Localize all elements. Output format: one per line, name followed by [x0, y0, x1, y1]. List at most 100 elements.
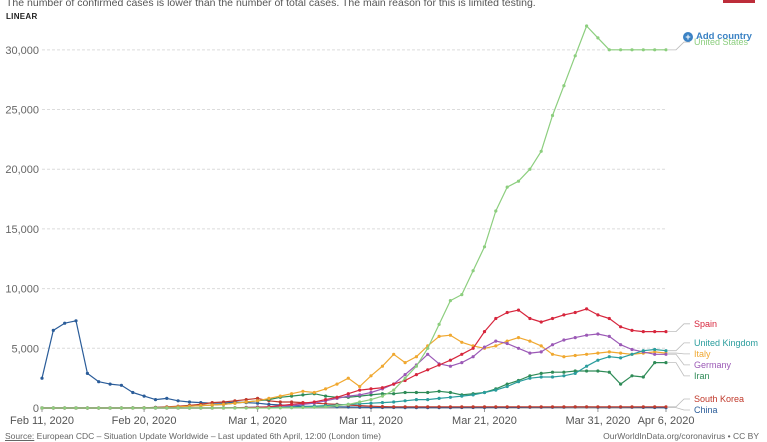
data-point [562, 355, 566, 359]
label-leader [668, 342, 690, 352]
label-leader [668, 407, 690, 411]
data-point [85, 371, 89, 375]
data-point [414, 390, 418, 395]
series-label[interactable]: Spain [694, 319, 717, 329]
data-point [108, 406, 112, 410]
data-point [63, 406, 67, 410]
data-point [528, 167, 532, 171]
data-point [494, 316, 498, 321]
data-point [505, 382, 509, 386]
data-point [596, 36, 600, 40]
data-point [494, 344, 498, 348]
data-point [369, 401, 373, 405]
source-text: European CDC – Situation Update Worldwid… [34, 431, 381, 441]
data-point [187, 400, 192, 404]
data-point [471, 346, 475, 350]
x-axis: Feb 11, 2020 Feb 20, 2020 Mar 1, 2020 Mar 1… [10, 408, 694, 427]
data-point [290, 392, 294, 396]
data-point [460, 394, 464, 398]
series-label[interactable]: South Korea [694, 394, 744, 404]
data-point [562, 370, 566, 374]
scale-toggle-button[interactable]: LINEAR [6, 12, 38, 21]
data-point [641, 405, 645, 409]
series-labels: United States Spain United KingdomItalyGer… [668, 37, 758, 415]
data-point [392, 388, 396, 392]
data-point [630, 374, 634, 378]
data-point [380, 392, 384, 396]
x-tick-label: Mar 1, 2020 [228, 415, 287, 427]
data-point [290, 394, 294, 398]
data-point [74, 319, 78, 323]
data-point [426, 390, 430, 395]
source-prefix[interactable]: Source: [5, 431, 35, 441]
data-point [494, 405, 498, 409]
data-point [358, 384, 362, 389]
data-point [335, 395, 339, 399]
x-tick-label: Apr 6, 2020 [638, 415, 695, 427]
data-point [653, 330, 657, 334]
data-point [516, 405, 521, 409]
data-point [256, 396, 260, 400]
data-point [142, 406, 146, 410]
label-leader [668, 398, 690, 408]
data-point [176, 399, 180, 403]
data-point [369, 374, 373, 378]
data-point [346, 402, 350, 406]
x-tick-label: Feb 11, 2020 [10, 415, 74, 427]
data-point [494, 388, 498, 392]
data-point [97, 406, 101, 410]
series-label[interactable]: Germany [694, 360, 732, 370]
add-country-button[interactable]: + Add country [683, 31, 752, 42]
source-note: Source: European CDC – Situation Update … [5, 431, 381, 441]
data-point [471, 393, 475, 397]
data-point [460, 405, 464, 409]
data-point [460, 293, 464, 297]
data-point [664, 48, 668, 52]
data-point [573, 405, 577, 409]
data-point [562, 374, 566, 378]
data-point [471, 355, 475, 359]
data-point [346, 376, 350, 380]
data-point [641, 330, 645, 334]
data-point [573, 371, 577, 375]
y-tick-label: 30,000 [5, 45, 39, 57]
data-point [346, 392, 350, 396]
series-label[interactable]: United States [694, 37, 749, 47]
data-point [267, 396, 271, 400]
label-leader [668, 323, 690, 332]
series-label[interactable]: United Kingdom [694, 338, 758, 348]
data-point [664, 352, 668, 356]
data-point [301, 389, 305, 393]
data-point [664, 405, 668, 409]
data-point [210, 406, 214, 410]
data-point [619, 351, 623, 355]
data-point [482, 390, 487, 395]
series-label[interactable]: Iran [694, 371, 710, 381]
data-point [85, 406, 89, 410]
data-point [346, 394, 350, 398]
x-tick-label: Mar 21, 2020 [452, 415, 517, 427]
footer-url[interactable]: OurWorldInData.org/coronavirus • CC BY [603, 431, 759, 441]
data-point [392, 405, 396, 409]
data-point [494, 209, 498, 213]
label-leader [668, 353, 690, 366]
data-point [74, 406, 78, 410]
data-point [358, 400, 362, 404]
data-point [607, 370, 611, 374]
data-point [414, 373, 418, 377]
y-tick-label: 0 [33, 403, 39, 415]
data-point [380, 394, 384, 398]
plus-circle-icon: + [683, 31, 693, 42]
data-point [505, 405, 509, 409]
data-point [324, 405, 328, 409]
data-point [165, 396, 169, 400]
data-point [278, 406, 282, 410]
data-point [176, 406, 180, 410]
data-point [550, 316, 555, 321]
data-point [119, 406, 123, 410]
data-point [335, 404, 339, 408]
series-label[interactable]: Italy [694, 349, 711, 359]
series-label[interactable]: China [694, 405, 718, 415]
data-point [199, 406, 203, 410]
